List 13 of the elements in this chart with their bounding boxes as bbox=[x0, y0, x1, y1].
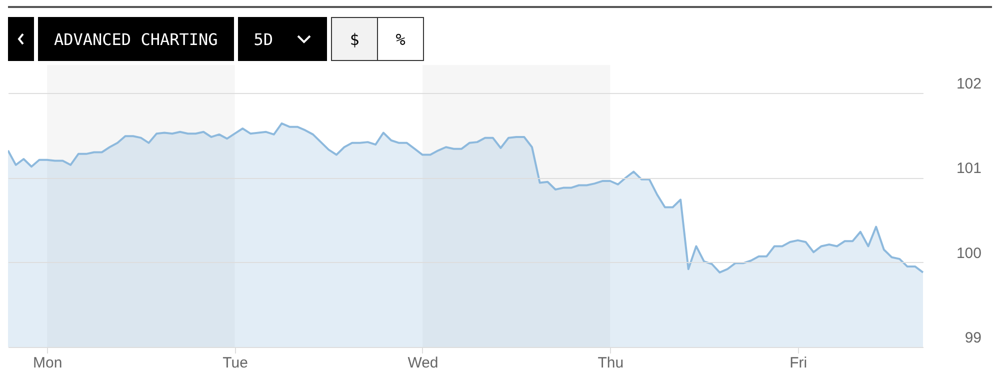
x-tick-label: Fri bbox=[790, 354, 808, 372]
text: 5D bbox=[254, 30, 274, 48]
x-tick-label: Tue bbox=[222, 354, 248, 372]
y-tick-label: 101 bbox=[956, 160, 982, 178]
y-tick-label: 99 bbox=[964, 330, 982, 346]
text: $ bbox=[350, 30, 360, 48]
y-tick-label: 100 bbox=[956, 244, 982, 262]
text: % bbox=[396, 30, 406, 48]
y-tick-label: 102 bbox=[956, 75, 982, 92]
x-tick-label: Mon bbox=[33, 354, 62, 372]
x-tick-label: Wed bbox=[408, 354, 438, 372]
text: ADVANCED CHARTING bbox=[54, 30, 218, 48]
x-tick-label: Thu bbox=[598, 354, 624, 372]
